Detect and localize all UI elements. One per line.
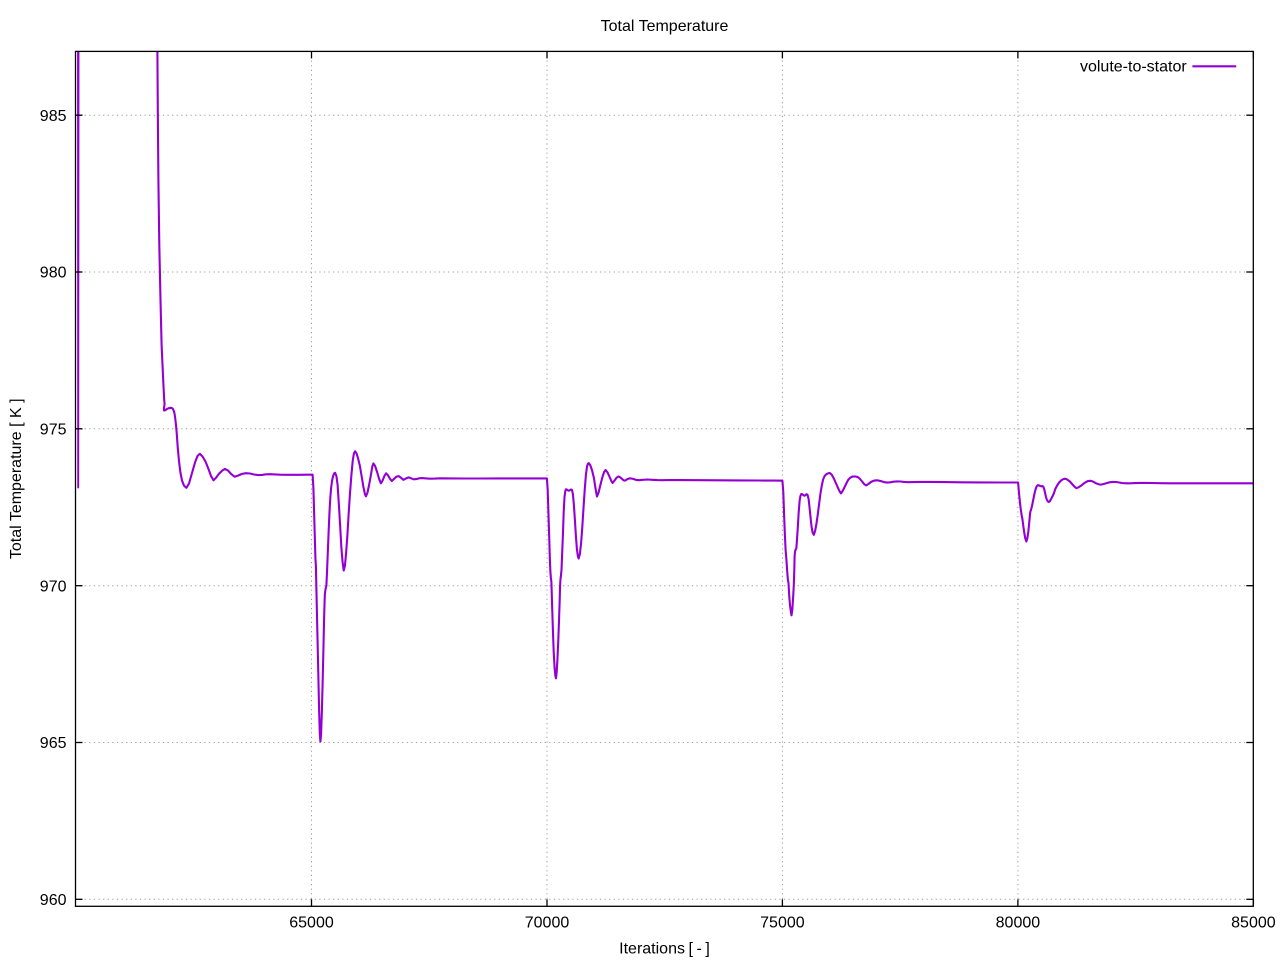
svg-text:Total Temperature [ K ]: Total Temperature [ K ]	[8, 398, 25, 559]
svg-text:75000: 75000	[760, 914, 805, 931]
svg-text:965: 965	[40, 735, 67, 752]
svg-text:Total Temperature: Total Temperature	[601, 18, 729, 35]
svg-text:65000: 65000	[289, 914, 334, 931]
svg-text:960: 960	[40, 892, 67, 909]
svg-text:70000: 70000	[525, 914, 570, 931]
svg-text:Iterations [ - ]: Iterations [ - ]	[619, 941, 710, 958]
svg-text:975: 975	[40, 421, 67, 438]
svg-text:980: 980	[40, 265, 67, 282]
svg-text:970: 970	[40, 578, 67, 595]
svg-text:85000: 85000	[1231, 914, 1276, 931]
svg-text:80000: 80000	[996, 914, 1041, 931]
svg-text:volute-to-stator: volute-to-stator	[1080, 58, 1187, 75]
svg-text:985: 985	[40, 108, 67, 125]
